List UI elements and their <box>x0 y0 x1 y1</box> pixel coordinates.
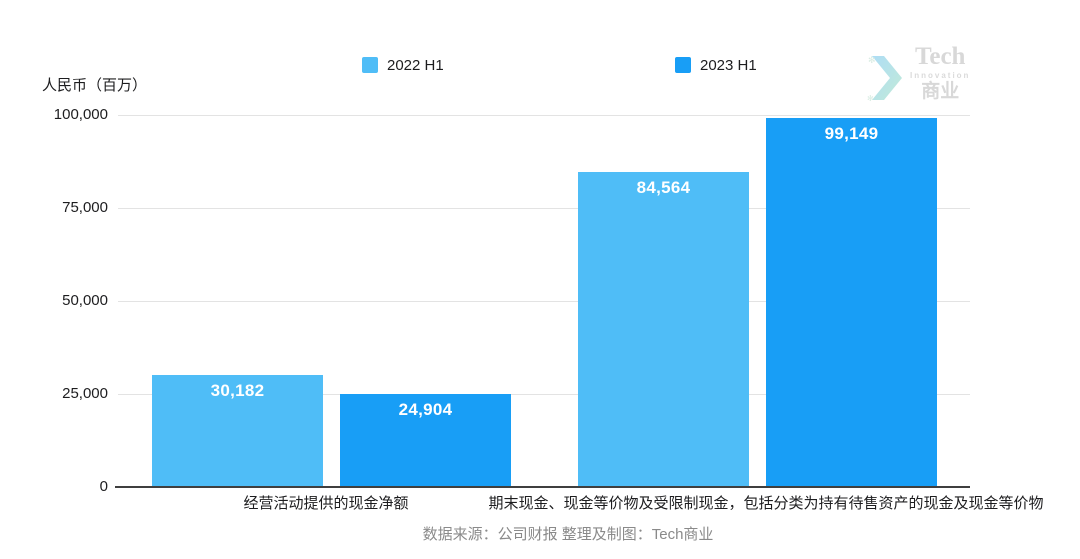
svg-text:✻: ✻ <box>868 55 876 65</box>
brand-name: Tech <box>914 42 966 70</box>
gridline <box>118 394 970 395</box>
legend-label: 2022 H1 <box>387 56 444 74</box>
bar-value-label: 84,564 <box>636 178 691 198</box>
y-axis-tick-label: 25,000 <box>62 385 108 402</box>
chevron-right-icon: ✻ ✻ <box>867 55 902 103</box>
brand-subtitle: Innovation <box>910 70 971 80</box>
y-axis-tick-label: 0 <box>99 478 108 495</box>
plot-area: 30,182 84,564 24,904 99,149 <box>118 115 970 487</box>
brand-cn-name: 商业 <box>921 80 960 102</box>
x-axis-line <box>115 486 970 488</box>
y-axis-tick-label: 75,000 <box>62 199 108 216</box>
legend-swatch-2023h1-icon <box>675 57 691 73</box>
bar-2022h1-group1: 30,182 <box>152 374 323 487</box>
y-axis-tick-label: 100,000 <box>53 106 108 123</box>
svg-text:✻: ✻ <box>867 94 874 103</box>
bar-2023h1-group1: 24,904 <box>340 394 511 487</box>
legend-item-2022h1: 2022 H1 <box>362 56 444 74</box>
x-axis-category-label: 经营活动提供的现金净额 <box>243 495 409 512</box>
bar-2022h1-group2: 84,564 <box>578 172 749 487</box>
bar-value-label: 99,149 <box>824 124 879 144</box>
bar-value-label: 30,182 <box>210 380 265 400</box>
brand-watermark: ✻ ✻ Tech Innovation 商业 <box>866 40 1026 104</box>
bar-2023h1-group2: 99,149 <box>766 118 937 487</box>
x-axis-category-label: 期末现金、现金等价物及受限制现金，包括分类为持有待售资产的现金及现金等价物 <box>488 495 1044 512</box>
y-axis-tick-label: 50,000 <box>62 292 108 309</box>
legend-swatch-2022h1-icon <box>362 57 378 73</box>
legend-item-2023h1: 2023 H1 <box>675 56 757 74</box>
brand-text: Tech Innovation 商业 <box>910 44 970 101</box>
legend-label: 2023 H1 <box>700 56 757 74</box>
gridline <box>118 115 970 116</box>
gridline <box>118 208 970 209</box>
y-axis-unit-label: 人民币（百万） <box>42 77 148 94</box>
source-footer: 数据来源：公司财报 整理及制图：Tech商业 <box>422 526 714 543</box>
gridline <box>118 301 970 302</box>
bar-value-label: 24,904 <box>398 400 453 420</box>
